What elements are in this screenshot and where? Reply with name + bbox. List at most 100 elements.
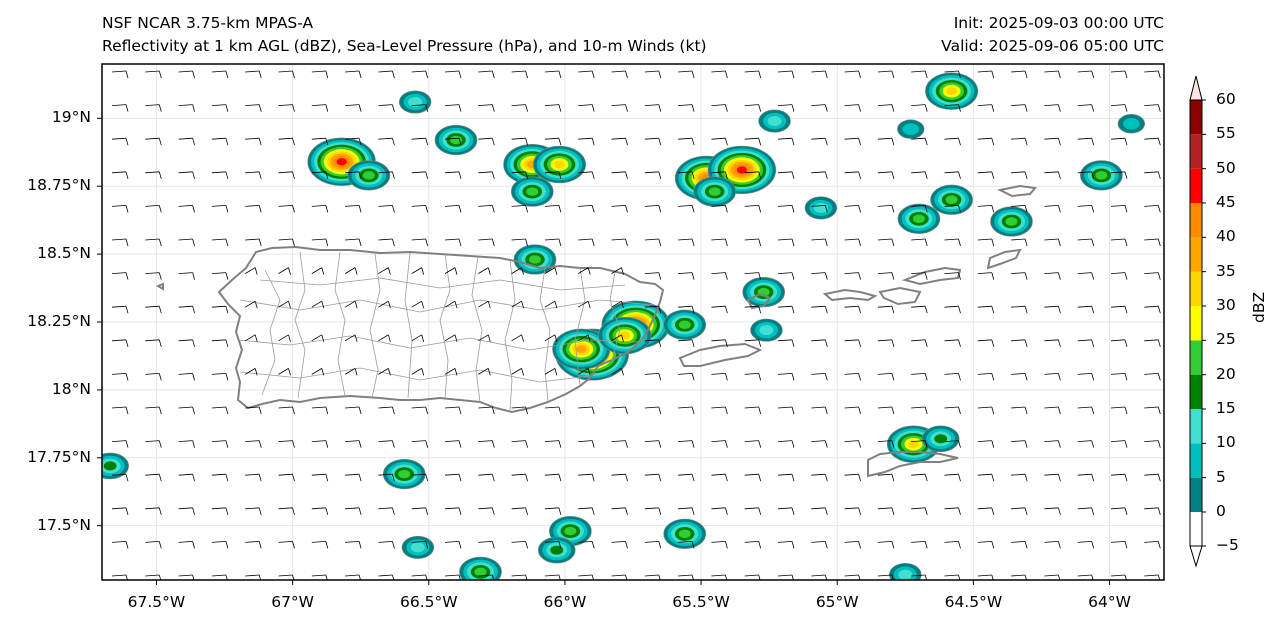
- wind-barb: [877, 137, 895, 146]
- wind-barb: [145, 373, 162, 381]
- colorbar-segment: [1190, 168, 1202, 203]
- wind-barb: [411, 334, 425, 342]
- reflectivity-cell: [693, 176, 737, 207]
- wind-barb: [1011, 305, 1028, 314]
- wind-barb: [311, 171, 329, 179]
- wind-barb: [178, 541, 195, 549]
- wind-barb: [111, 574, 128, 580]
- wind-barb: [744, 305, 762, 314]
- wind-barb: [1044, 406, 1061, 415]
- wind-barb: [211, 137, 229, 146]
- wind-barb: [678, 473, 695, 482]
- wind-barb: [644, 373, 662, 381]
- wind-barb: [378, 406, 395, 415]
- lat-tick-label: 17.5°N: [37, 515, 91, 534]
- wind-barb: [744, 104, 762, 112]
- wind-barb: [478, 334, 491, 342]
- axis-ticks: [97, 117, 1111, 585]
- wind-barb: [278, 368, 291, 376]
- wind-barb: [211, 70, 229, 79]
- wind-barb: [1110, 339, 1128, 347]
- wind-barb: [577, 368, 591, 376]
- wind-barb: [844, 339, 861, 347]
- colorbar-segment: [1190, 237, 1202, 272]
- wind-barb: [111, 305, 129, 314]
- colorbar-segment: [1190, 306, 1202, 341]
- wind-barb: [944, 541, 961, 549]
- wind-barb: [411, 171, 429, 179]
- muni-line-8: [504, 259, 516, 411]
- colorbar-tick-label: 0: [1216, 502, 1226, 520]
- colorbar-min-extension: [1189, 545, 1203, 568]
- wind-barb: [877, 339, 895, 347]
- wind-barb: [378, 334, 391, 342]
- wind-barb: [844, 440, 861, 448]
- wind-barb: [345, 104, 362, 112]
- wind-barb: [678, 541, 695, 549]
- wind-barb: [511, 507, 528, 515]
- wind-barb: [844, 406, 861, 415]
- wind-barb: [678, 171, 695, 179]
- cell-contour: [528, 255, 541, 264]
- muni-line-7: [471, 256, 483, 403]
- wind-barb: [211, 440, 229, 448]
- wind-barb: [1011, 507, 1028, 515]
- puerto-rico-coast: [217, 245, 665, 414]
- wind-barb: [811, 104, 828, 112]
- wind-barb: [278, 334, 291, 342]
- wind-barb: [544, 70, 562, 79]
- wind-barb: [1144, 205, 1161, 213]
- lat-tick-label: 17.75°N: [27, 447, 91, 466]
- wind-barb: [711, 339, 728, 347]
- wind-barb: [611, 267, 624, 275]
- wind-barb: [178, 305, 195, 314]
- wind-barb: [844, 574, 861, 580]
- wind-barb: [178, 507, 195, 515]
- wind-barb: [444, 541, 462, 549]
- wind-barb: [744, 440, 762, 448]
- wind-barb: [244, 368, 258, 376]
- wind-barb: [511, 574, 528, 580]
- wind-barb: [644, 574, 661, 580]
- wind-barb: [577, 267, 591, 275]
- wind-barb: [777, 473, 795, 482]
- wind-barb: [478, 70, 495, 79]
- wind-barb: [711, 373, 728, 381]
- wind-barb: [1110, 440, 1128, 448]
- lat-tick-label: 19°N: [51, 108, 91, 127]
- wind-barb: [111, 541, 129, 549]
- wind-barb: [111, 70, 129, 79]
- wind-barb: [1044, 473, 1061, 482]
- wind-barb: [278, 473, 295, 482]
- wind-barb: [511, 137, 528, 146]
- wind-barb: [777, 272, 795, 280]
- wind-barb: [1110, 406, 1128, 415]
- wind-barb: [977, 473, 995, 482]
- wind-barb: [744, 238, 762, 247]
- wind-barb: [744, 574, 761, 580]
- wind-barb: [1178, 71, 1194, 78]
- reflectivity-cell: [537, 536, 576, 564]
- wind-barb: [977, 171, 995, 179]
- wind-barb: [444, 334, 458, 342]
- wind-barb: [378, 137, 395, 146]
- wind-barb: [911, 205, 928, 213]
- wind-barb: [1144, 440, 1161, 448]
- reflectivity-cell: [459, 556, 502, 580]
- wind-barb: [311, 137, 329, 146]
- wind-barb: [444, 507, 462, 515]
- wind-barb: [844, 473, 861, 482]
- muni-line-12: [239, 299, 656, 313]
- wind-barb: [244, 267, 258, 275]
- wind-barb: [611, 334, 624, 342]
- wind-barb: [811, 541, 828, 549]
- wind-barb: [211, 305, 229, 314]
- colorbar-segment: [1190, 100, 1202, 135]
- wind-barb: [711, 541, 728, 549]
- wind-barb: [311, 300, 325, 309]
- cell-contour: [550, 545, 564, 555]
- reflectivity-cell: [750, 318, 783, 342]
- lon-tick-label: 66°W: [543, 593, 587, 611]
- wind-barb: [444, 300, 458, 309]
- reflectivity-cell: [552, 328, 611, 370]
